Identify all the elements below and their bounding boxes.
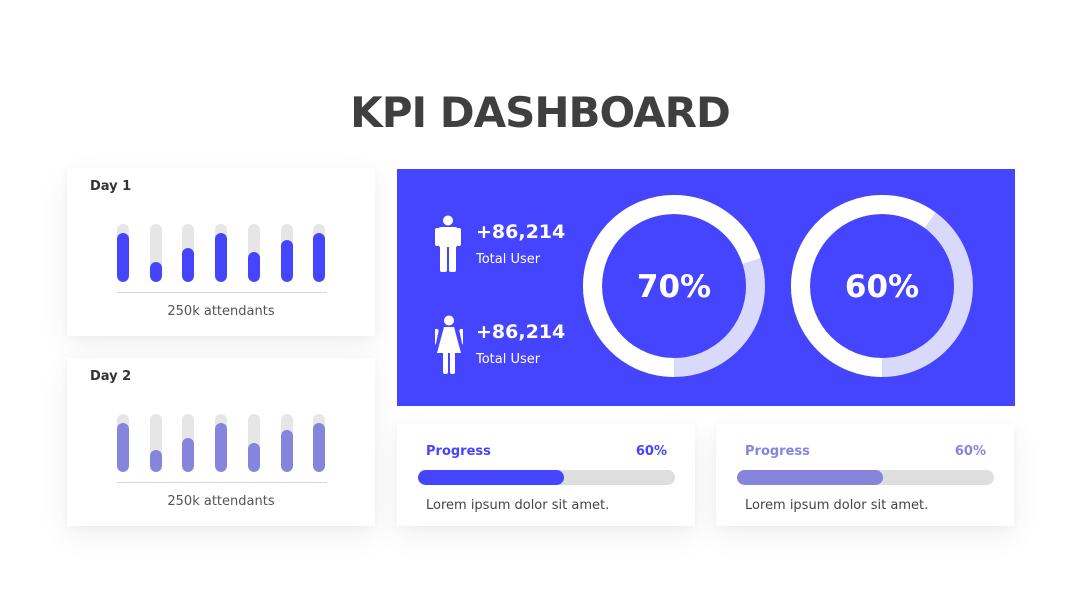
progress-2-fill (737, 470, 884, 485)
kpi-panel: +86,214 Total User +86,214 Total User 70… (397, 169, 1015, 406)
bar (182, 248, 195, 282)
day-2-axis-line (117, 482, 327, 483)
bar (117, 422, 129, 472)
male-person-icon (435, 215, 461, 272)
donut-value-arc (583, 195, 765, 377)
donut-chart-70: 70% (583, 195, 765, 377)
bar-track (280, 414, 293, 472)
progress-1-label: Progress (426, 444, 491, 459)
female-person-icon (435, 315, 463, 374)
day-1-card: Day 1 250k attendants (67, 168, 375, 336)
bar-track (313, 224, 326, 282)
donut-chart-60: 60% (791, 195, 973, 377)
bar-track (149, 224, 162, 282)
bar-track (280, 224, 293, 282)
male-user-value: +86,214 (476, 221, 566, 243)
bar (313, 232, 326, 282)
male-user-label: Total User (476, 252, 541, 267)
female-user-value: +86,214 (476, 321, 566, 343)
progress-1-track (418, 470, 675, 485)
bar (182, 438, 195, 472)
progress-1-fill (418, 470, 565, 485)
bar (215, 232, 228, 282)
bar-track (117, 224, 129, 282)
page-title: KPI DASHBOARD (350, 88, 731, 137)
progress-2-track (737, 470, 994, 485)
day-1-bar-chart (67, 224, 375, 282)
bar (247, 251, 260, 282)
day-2-caption: 250k attendants (167, 494, 275, 509)
bar-track (215, 414, 228, 472)
bar-track (182, 224, 195, 282)
bar (215, 422, 228, 472)
bar-track (247, 224, 260, 282)
bar (280, 240, 293, 282)
day-1-caption: 250k attendants (167, 304, 275, 319)
progress-2-description: Lorem ipsum dolor sit amet. (745, 498, 929, 513)
bar (149, 449, 162, 472)
day-2-bar-chart (67, 414, 375, 472)
progress-card-2: Progress 60% Lorem ipsum dolor sit amet. (716, 424, 1014, 526)
bar (117, 232, 129, 282)
bar-track (149, 414, 162, 472)
bar-track (313, 414, 326, 472)
bar (149, 261, 162, 282)
day-1-title: Day 1 (90, 179, 132, 194)
donut-60-label: 60% (844, 269, 920, 305)
progress-card-1: Progress 60% Lorem ipsum dolor sit amet. (397, 424, 695, 526)
bar (247, 443, 260, 472)
bar (280, 430, 293, 472)
bar-track (247, 414, 260, 472)
progress-2-percent: 60% (954, 444, 986, 459)
bar (313, 422, 326, 472)
bar-track (215, 224, 228, 282)
donut-value-arc (791, 195, 973, 377)
day-2-title: Day 2 (90, 369, 132, 384)
bar-track (117, 414, 129, 472)
day-1-axis-line (117, 292, 327, 293)
progress-1-percent: 60% (635, 444, 667, 459)
progress-2-label: Progress (745, 444, 810, 459)
day-2-card: Day 2 250k attendants (67, 358, 375, 526)
female-user-label: Total User (476, 352, 541, 367)
bar-track (182, 414, 195, 472)
donut-70-label: 70% (636, 269, 712, 305)
progress-1-description: Lorem ipsum dolor sit amet. (426, 498, 610, 513)
